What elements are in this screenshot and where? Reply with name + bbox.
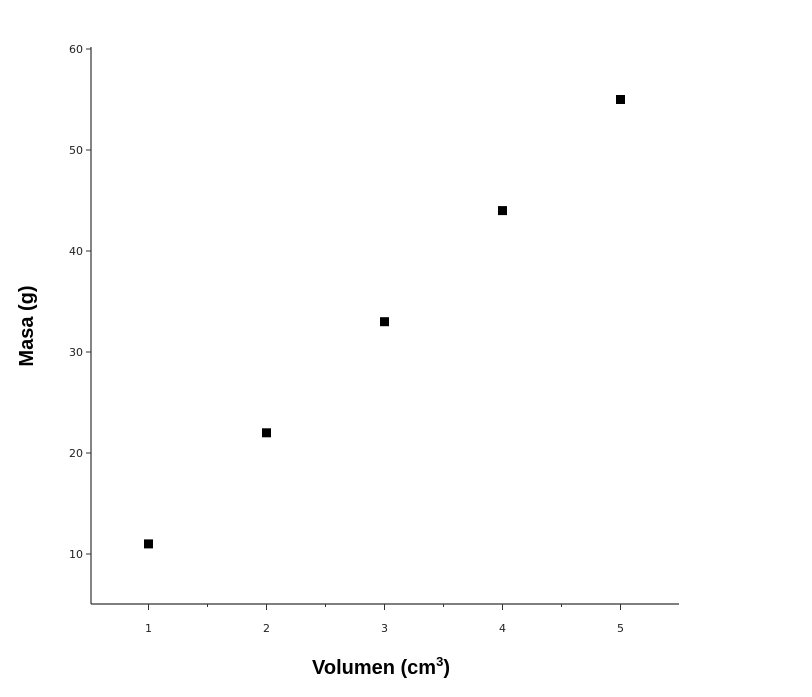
data-point: [144, 539, 153, 549]
x-axis-title-main: Volumen (cm: [312, 657, 436, 679]
x-axis: 1 2 3 4 5: [91, 603, 679, 635]
x-ticks: 1 2 3 4 5: [145, 604, 624, 635]
data-point: [498, 206, 507, 216]
y-tick-label: 60: [69, 43, 83, 56]
y-ticks: 10 20 30 40 50 60: [69, 43, 91, 561]
x-tick-label: 2: [263, 622, 270, 635]
x-axis-title: Volumen (cm3): [312, 654, 450, 679]
y-axis: 10 20 30 40 50 60: [69, 43, 92, 604]
x-axis-title-close: ): [443, 657, 450, 679]
x-tick-label: 5: [617, 622, 624, 635]
y-axis-title: Masa (g): [16, 285, 38, 366]
data-point: [262, 428, 271, 438]
x-tick-label: 3: [381, 622, 388, 635]
y-tick-label: 20: [69, 447, 83, 460]
y-tick-label: 50: [69, 144, 83, 157]
x-axis-title-superscript: 3: [436, 654, 443, 669]
y-tick-label: 40: [69, 245, 83, 258]
data-point: [616, 95, 625, 104]
x-tick-label: 1: [145, 622, 152, 635]
y-tick-label: 10: [69, 548, 83, 561]
data-point: [380, 317, 389, 327]
y-tick-label: 30: [69, 346, 83, 359]
x-tick-label: 4: [499, 622, 506, 635]
data-points: [144, 95, 625, 549]
